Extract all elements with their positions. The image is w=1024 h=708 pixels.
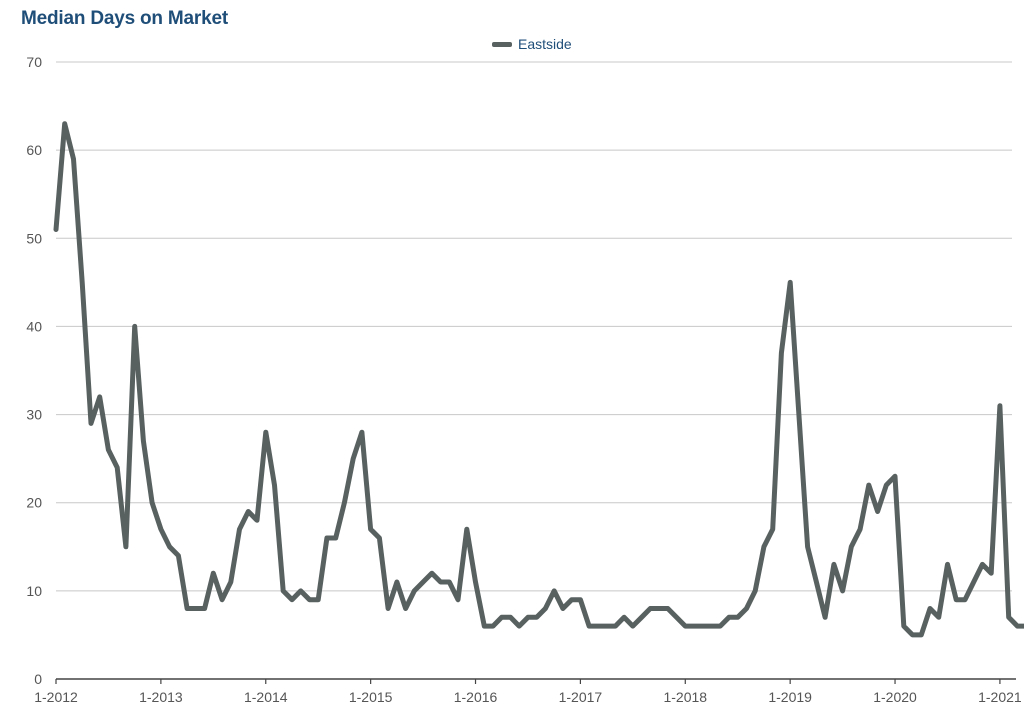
y-tick-label: 30	[26, 407, 42, 423]
x-tick-label: 1-2015	[349, 689, 393, 705]
y-tick-label: 70	[26, 54, 42, 70]
legend: Eastside	[492, 36, 572, 52]
x-tick-label: 1-2018	[663, 689, 707, 705]
x-tick-label: 1-2021	[978, 689, 1022, 705]
y-axis-ticks: 0 10 20 30 40 50 60 70	[26, 54, 42, 687]
series-lines	[53, 121, 1024, 638]
x-tick-label: 1-2013	[139, 689, 183, 705]
legend-label-eastside: Eastside	[518, 36, 572, 52]
chart-title: Median Days on Market	[21, 8, 228, 29]
y-tick-label: 40	[26, 318, 42, 334]
y-tick-label: 20	[26, 495, 42, 511]
legend-swatch-eastside	[492, 41, 512, 47]
y-tick-label: 60	[26, 142, 42, 158]
x-tick-label: 1-2016	[454, 689, 498, 705]
y-tick-label: 50	[26, 230, 42, 246]
y-tick-label: 10	[26, 583, 42, 599]
x-tick-label: 1-2012	[34, 689, 78, 705]
x-tick-label: 1-2017	[559, 689, 603, 705]
x-tick-label: 1-2020	[873, 689, 917, 705]
x-tick-label: 1-2014	[244, 689, 288, 705]
gridlines	[56, 61, 1012, 592]
x-tick-label: 1-2019	[768, 689, 812, 705]
x-axis: 1-2012 1-2013 1-2014 1-2015 1-2016 1-2017 1-20…	[34, 678, 1022, 705]
y-tick-label: 0	[34, 671, 42, 687]
series-line-eastside	[53, 121, 1024, 638]
